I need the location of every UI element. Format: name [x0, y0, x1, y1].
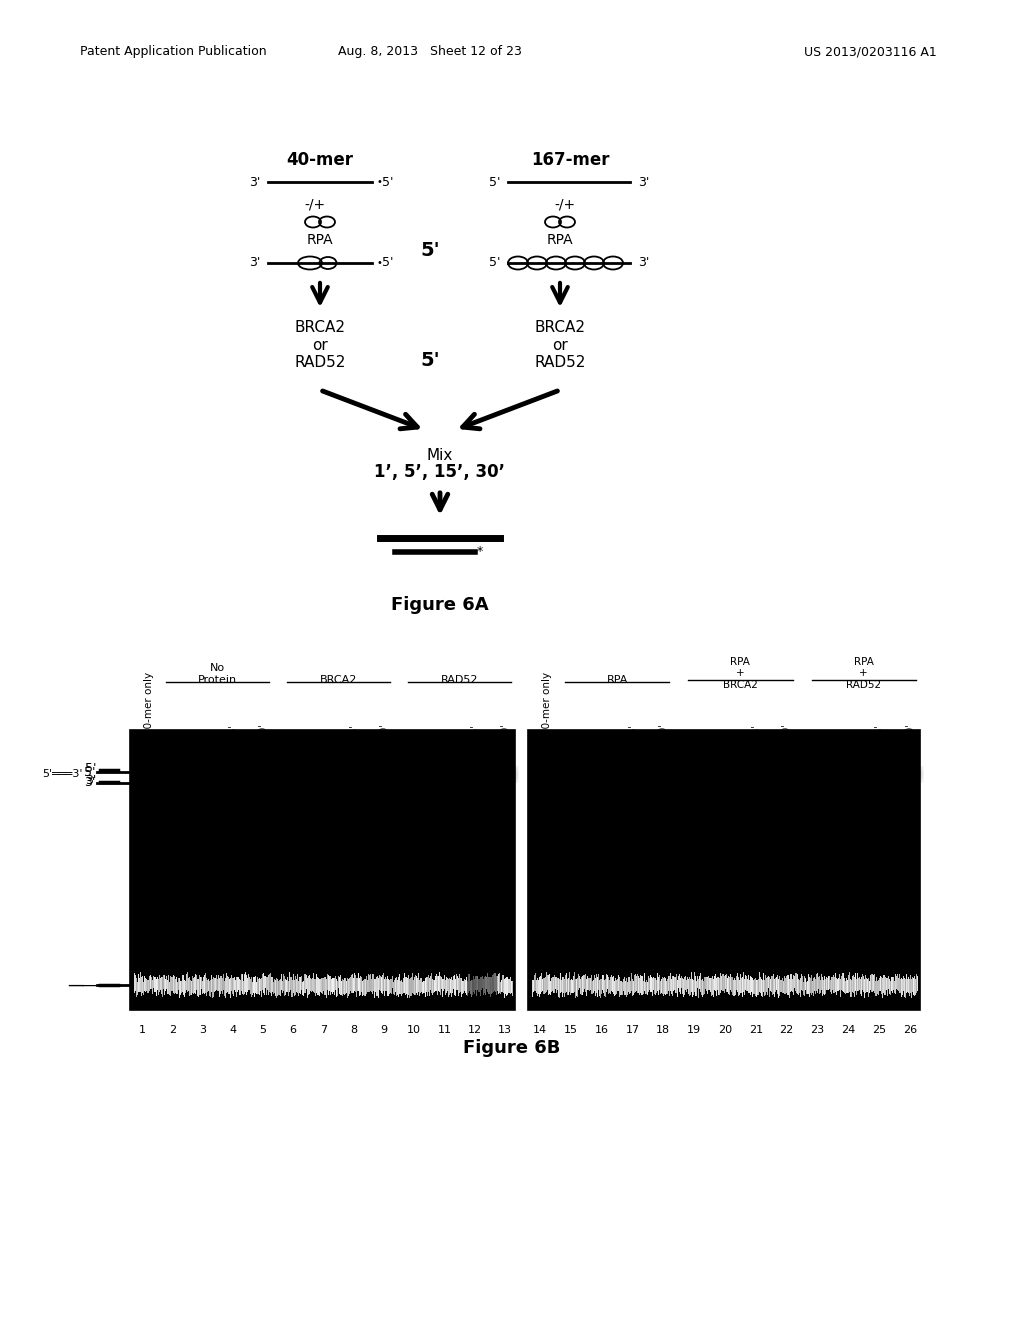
Text: 3': 3': [638, 256, 649, 269]
Text: 5': 5': [318, 729, 329, 738]
Text: No
Protein: No Protein: [198, 664, 238, 685]
Text: RPA: RPA: [547, 234, 573, 247]
Text: 12: 12: [468, 1026, 482, 1035]
Text: Aug. 8, 2013   Sheet 12 of 23: Aug. 8, 2013 Sheet 12 of 23: [338, 45, 522, 58]
Text: 14: 14: [532, 1026, 547, 1035]
Text: 1: 1: [138, 1026, 145, 1035]
Text: BRCA2
or
RAD52: BRCA2 or RAD52: [535, 321, 586, 370]
Text: RPA: RPA: [306, 234, 334, 247]
Text: 5': 5': [382, 256, 393, 269]
Text: 3': 3': [85, 775, 96, 788]
Text: 3': 3': [84, 776, 95, 789]
Text: 16: 16: [595, 1026, 608, 1035]
Text: 5': 5': [382, 176, 393, 189]
Bar: [467, 970, 497, 1001]
Text: 5': 5': [420, 240, 440, 260]
Text: 167-mer: 167-mer: [530, 150, 609, 169]
Text: 6: 6: [290, 1026, 297, 1035]
Text: 7: 7: [319, 1026, 327, 1035]
Text: RPA
+
RAD52: RPA + RAD52: [846, 657, 882, 690]
Text: 30': 30': [658, 723, 669, 738]
Text: 5': 5': [198, 729, 208, 738]
Text: 1': 1': [812, 730, 822, 738]
Bar: [130, 730, 515, 1010]
Text: 24: 24: [841, 1026, 855, 1035]
Text: -/+: -/+: [304, 198, 326, 213]
Text: 20: 20: [718, 1026, 732, 1035]
Text: 40-mer: 40-mer: [287, 150, 353, 169]
Text: 5: 5: [259, 1026, 266, 1035]
Text: 5': 5': [439, 729, 450, 738]
Text: —: —: [68, 975, 84, 994]
Text: *: *: [477, 545, 483, 558]
Text: 3': 3': [249, 256, 260, 269]
Text: 1’, 5’, 15’, 30’: 1’, 5’, 15’, 30’: [375, 463, 506, 480]
Text: 15': 15': [628, 723, 638, 738]
Text: 3: 3: [199, 1026, 206, 1035]
Text: 8: 8: [350, 1026, 357, 1035]
Text: 22: 22: [779, 1026, 794, 1035]
Text: 15: 15: [564, 1026, 578, 1035]
Text: 4: 4: [229, 1026, 237, 1035]
Text: 30': 30': [500, 723, 510, 738]
Text: 1': 1': [288, 730, 298, 738]
Text: 21: 21: [749, 1026, 763, 1035]
Text: RPA
+
BRCA2: RPA + BRCA2: [723, 657, 758, 690]
Text: Figure 6A: Figure 6A: [391, 597, 488, 614]
Text: 15': 15': [470, 723, 480, 738]
Text: BRCA2: BRCA2: [319, 675, 357, 685]
Text: 30': 30': [905, 723, 915, 738]
Text: 11: 11: [437, 1026, 452, 1035]
Text: 5': 5': [488, 256, 500, 269]
Text: Patent Application Publication: Patent Application Publication: [80, 45, 266, 58]
Text: 9: 9: [381, 1026, 387, 1035]
Text: —: —: [81, 978, 96, 993]
Text: 26: 26: [903, 1026, 918, 1035]
Text: 13: 13: [498, 1026, 512, 1035]
Bar: [528, 730, 920, 1010]
Text: 15': 15': [227, 723, 238, 738]
Text: 17: 17: [626, 1026, 640, 1035]
Text: 5': 5': [597, 729, 606, 738]
Text: 19: 19: [687, 1026, 701, 1035]
Text: 5'═══3': 5'═══3': [43, 770, 83, 779]
Text: 1': 1': [167, 730, 177, 738]
Text: -/+: -/+: [554, 198, 575, 213]
Text: 18: 18: [656, 1026, 671, 1035]
Text: 3': 3': [249, 176, 260, 189]
Text: 40-mer only: 40-mer only: [144, 672, 154, 735]
Text: 5': 5': [720, 729, 730, 738]
Text: •: •: [376, 257, 382, 268]
Text: 5': 5': [84, 766, 95, 779]
Text: •: •: [376, 177, 382, 187]
Text: BRCA2
or
RAD52: BRCA2 or RAD52: [294, 321, 346, 370]
Text: 5': 5': [488, 176, 500, 189]
Text: 5': 5': [420, 351, 440, 370]
Text: RPA: RPA: [606, 675, 628, 685]
Text: 30': 30': [379, 723, 389, 738]
Text: 25: 25: [872, 1026, 886, 1035]
Text: 10: 10: [408, 1026, 421, 1035]
Text: 30': 30': [781, 723, 792, 738]
Text: 15': 15': [751, 723, 761, 738]
Text: 40-mer only: 40-mer only: [542, 672, 552, 735]
Text: US 2013/0203116 A1: US 2013/0203116 A1: [804, 45, 936, 58]
Text: 2: 2: [169, 1026, 176, 1035]
Text: 1': 1': [410, 730, 419, 738]
Text: 30': 30': [258, 723, 268, 738]
Text: 15': 15': [874, 723, 884, 738]
Text: 5': 5': [844, 729, 853, 738]
Text: RAD52: RAD52: [441, 675, 478, 685]
Text: 3': 3': [638, 176, 649, 189]
Text: 1': 1': [566, 730, 575, 738]
Text: 1': 1': [689, 730, 699, 738]
Text: Mix: Mix: [427, 447, 454, 462]
Text: Figure 6B: Figure 6B: [463, 1039, 561, 1057]
Text: 15': 15': [349, 723, 358, 738]
Text: 5': 5': [85, 762, 96, 775]
Text: 23: 23: [810, 1026, 824, 1035]
